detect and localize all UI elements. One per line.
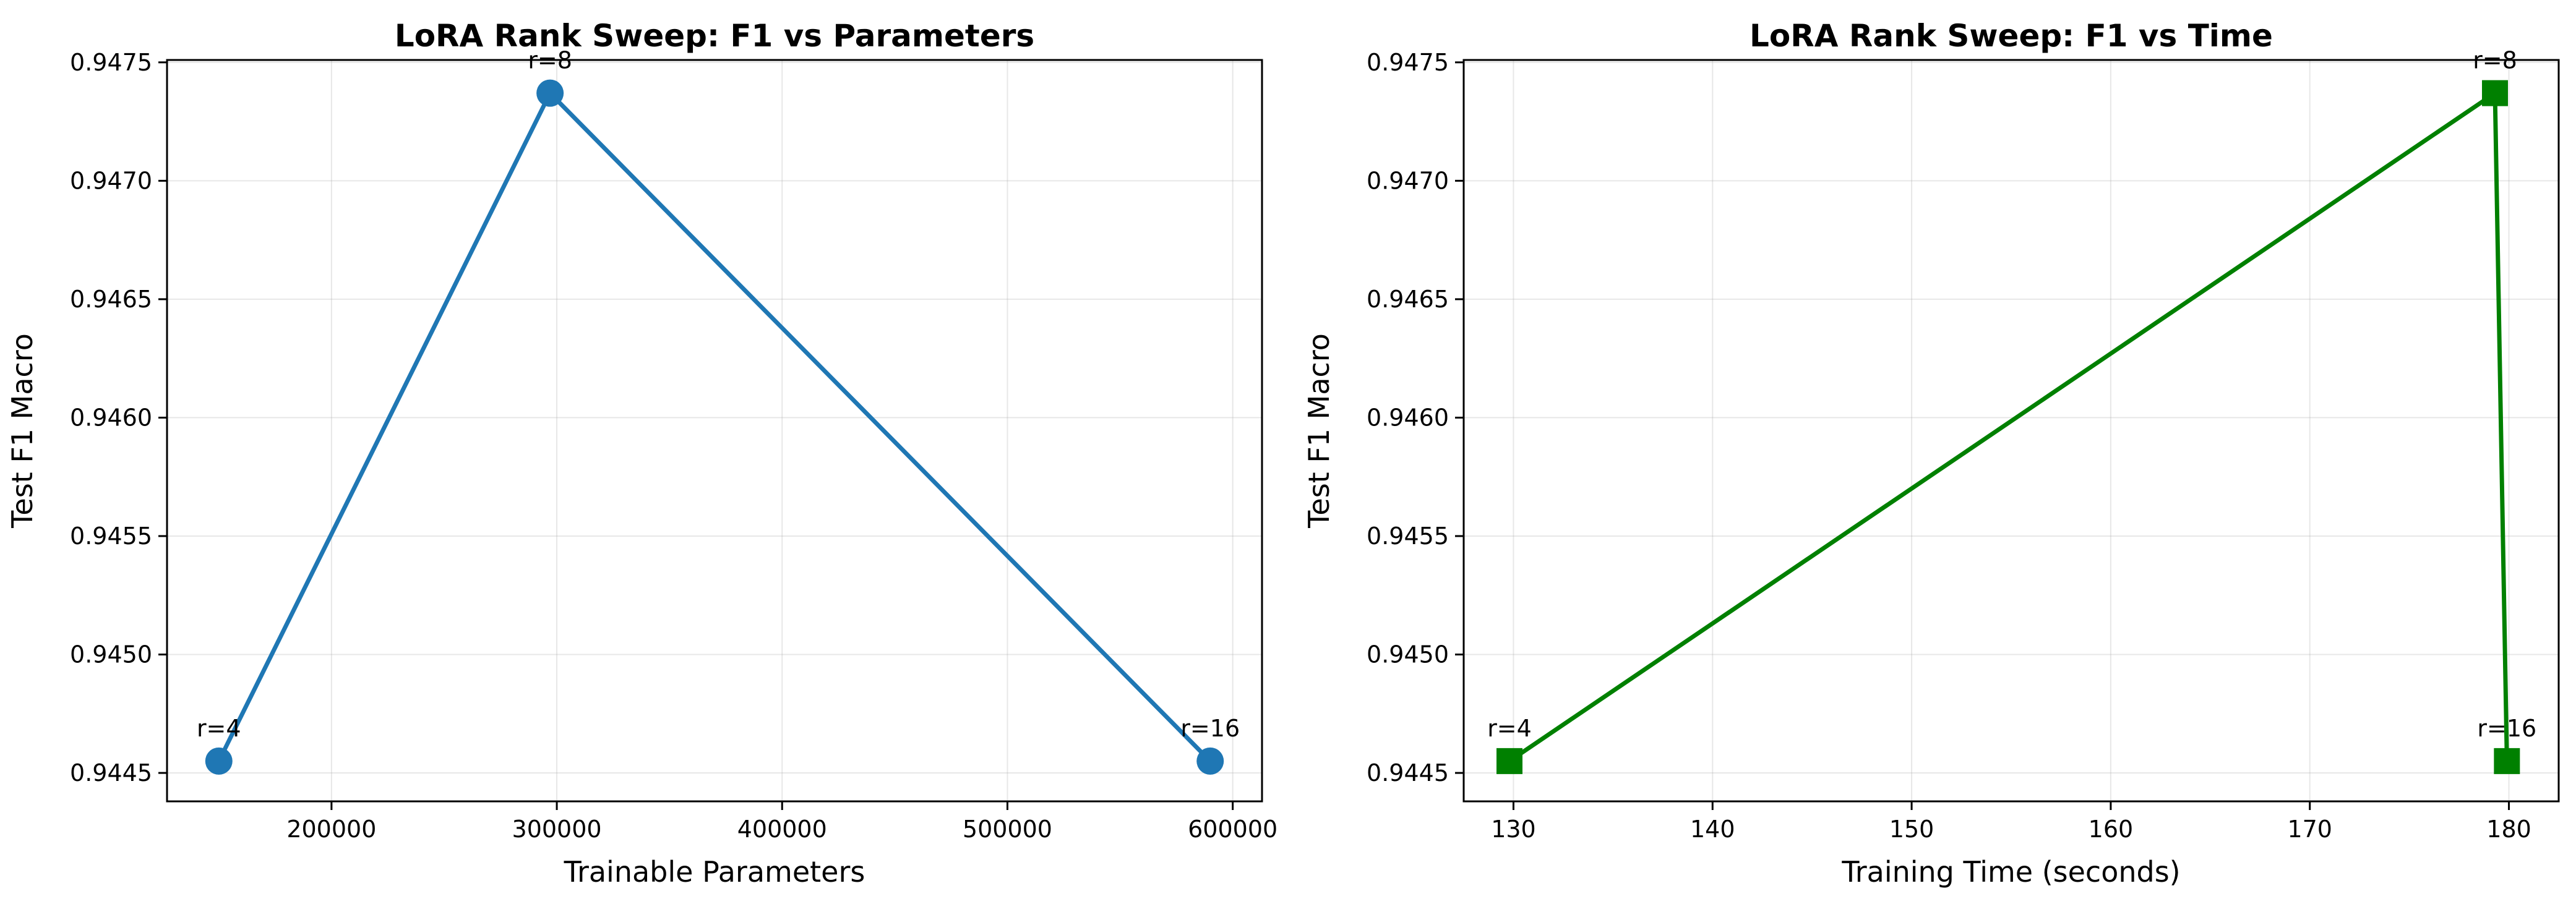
time-point-label: r=4 xyxy=(1487,715,1532,742)
params-x-tick-label: 500000 xyxy=(963,816,1052,843)
time-y-tick-label: 0.9455 xyxy=(1367,522,1449,550)
params-chart-title: LoRA Rank Sweep: F1 vs Parameters xyxy=(395,18,1034,54)
params-series-line xyxy=(217,91,1212,763)
time-x-axis-label: Training Time (seconds) xyxy=(1841,855,2180,889)
params-x-tick-label: 600000 xyxy=(1188,816,1277,843)
params-y-tick-label: 0.9475 xyxy=(70,49,152,76)
params-x-tick-label: 300000 xyxy=(512,816,602,843)
time-series-line xyxy=(1508,91,2509,763)
parameters-chart: 200000 300000 400000 500000 600000 0.9445 0.94… xyxy=(6,18,1277,889)
time-x-tick-label: 180 xyxy=(2486,816,2531,843)
time-point-label: r=16 xyxy=(2477,715,2536,742)
time-axes-frame xyxy=(1462,59,2560,803)
time-x-tick-label: 170 xyxy=(2287,816,2332,843)
time-x-tick-label: 160 xyxy=(2089,816,2134,843)
time-y-tick-label: 0.9475 xyxy=(1367,49,1449,76)
time-x-tick-label: 130 xyxy=(1491,816,1536,843)
params-y-tick-label: 0.9445 xyxy=(70,759,152,787)
params-y-axis-label: Test F1 Macro xyxy=(6,333,39,529)
time-y-tick-label: 0.9450 xyxy=(1367,641,1449,668)
params-data-point xyxy=(205,747,233,775)
time-x-tick-label: 140 xyxy=(1690,816,1735,843)
params-data-point xyxy=(536,79,564,107)
time-y-tick-label: 0.9465 xyxy=(1367,286,1449,313)
params-y-tick-label: 0.9465 xyxy=(70,286,152,313)
time-x-tick-label: 150 xyxy=(1889,816,1934,843)
time-data-point xyxy=(1496,748,1523,774)
params-x-tick-label: 400000 xyxy=(737,816,827,843)
time-chart-title: LoRA Rank Sweep: F1 vs Time xyxy=(1750,18,2273,54)
params-point-label: r=4 xyxy=(197,715,241,742)
time-y-tick-label: 0.9460 xyxy=(1367,404,1449,431)
params-axes-frame xyxy=(166,59,1263,803)
time-chart: 130 140 150 160 170 180 0.9445 0.9450 0.9455 0.94… xyxy=(1302,18,2560,889)
time-data-point xyxy=(2482,80,2509,106)
params-x-tick-label: 200000 xyxy=(286,816,376,843)
params-point-label: r=16 xyxy=(1180,715,1240,742)
time-data-point xyxy=(2494,748,2520,774)
params-y-tick-label: 0.9455 xyxy=(70,522,152,550)
params-y-tick-label: 0.9460 xyxy=(70,404,152,431)
params-y-tick-label: 0.9450 xyxy=(70,641,152,668)
params-data-point xyxy=(1196,747,1224,775)
params-x-axis-label: Trainable Parameters xyxy=(564,855,865,889)
params-y-tick-label: 0.9470 xyxy=(70,167,152,194)
time-y-tick-label: 0.9470 xyxy=(1367,167,1449,194)
time-y-tick-label: 0.9445 xyxy=(1367,759,1449,787)
time-y-axis-label: Test F1 Macro xyxy=(1302,333,1336,529)
